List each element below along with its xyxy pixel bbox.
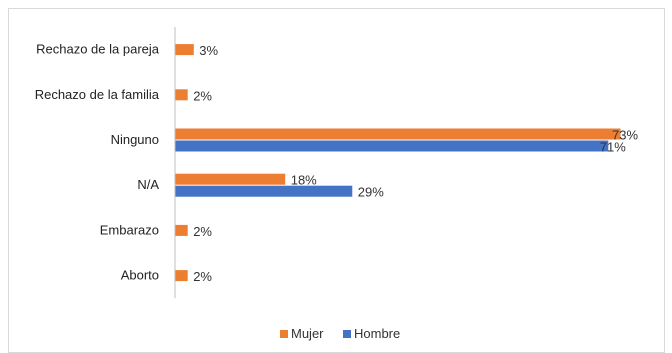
category-label: N/A bbox=[137, 177, 159, 192]
data-label-mujer: 3% bbox=[199, 43, 218, 58]
legend-swatch-hombre bbox=[343, 330, 351, 338]
bar-mujer-0 bbox=[175, 44, 194, 56]
data-label-hombre: 71% bbox=[600, 140, 626, 155]
category-label: Rechazo de la pareja bbox=[36, 42, 160, 57]
bar-mujer-3 bbox=[175, 173, 286, 185]
data-label-mujer: 2% bbox=[193, 88, 212, 103]
horizontal-bar-chart: Rechazo de la pareja Rechazo de la famili… bbox=[35, 27, 638, 341]
data-label-mujer: 2% bbox=[193, 269, 212, 284]
category-labels: Rechazo de la pareja Rechazo de la famili… bbox=[35, 42, 160, 283]
bar-mujer-4 bbox=[175, 224, 188, 236]
data-label-mujer: 18% bbox=[291, 173, 317, 188]
bar-mujer-2 bbox=[175, 128, 621, 140]
bar-hombre-2 bbox=[175, 140, 609, 152]
legend-swatch-mujer bbox=[280, 330, 288, 338]
legend-label-mujer: Mujer bbox=[291, 326, 324, 341]
bar-hombre-3 bbox=[175, 185, 353, 197]
category-label: Ninguno bbox=[111, 132, 159, 147]
bar-mujer-5 bbox=[175, 270, 188, 282]
legend-label-hombre: Hombre bbox=[354, 326, 400, 341]
category-label: Aborto bbox=[121, 268, 159, 283]
data-labels: 3% 2% 73%71% 18% 29% 2% 2% bbox=[193, 43, 638, 284]
category-label: Rechazo de la familia bbox=[35, 87, 160, 102]
bar-mujer-1 bbox=[175, 89, 188, 101]
bars bbox=[175, 44, 621, 282]
chart-frame bbox=[8, 8, 665, 353]
category-label: Embarazo bbox=[100, 222, 159, 237]
legend: Mujer Hombre bbox=[280, 326, 400, 341]
data-label-hombre: 29% bbox=[358, 185, 384, 200]
data-label-mujer: 2% bbox=[193, 224, 212, 239]
data-label-mujer: 73% bbox=[612, 128, 638, 143]
